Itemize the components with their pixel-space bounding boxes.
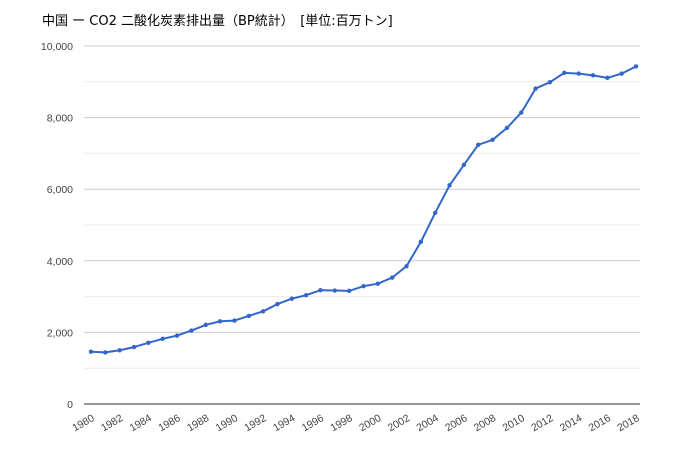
data-point (562, 70, 567, 76)
x-tick-label: 1984 (128, 412, 154, 434)
x-tick-label: 1980 (70, 412, 96, 434)
data-point (404, 263, 409, 269)
data-point (605, 75, 610, 81)
data-point (490, 137, 495, 142)
data-point (447, 183, 452, 188)
data-point (332, 288, 338, 293)
series-layer (88, 64, 639, 355)
x-axis-tick-labels: 1980 1982 1984 1986 1988 1990 1992 1994 1996 1998… (70, 412, 641, 434)
y-tick-label: 0 (67, 399, 73, 411)
data-point (389, 275, 395, 280)
x-tick-label: 1992 (242, 412, 268, 434)
y-tick-label: 10,000 (41, 41, 73, 53)
data-point (303, 292, 309, 298)
data-point (346, 288, 352, 294)
data-point (217, 319, 223, 324)
data-point (117, 348, 122, 353)
series-line (90, 65, 637, 354)
data-point (88, 349, 94, 354)
data-point (547, 79, 553, 85)
x-tick-label: 1996 (300, 412, 326, 434)
data-point (361, 284, 366, 289)
data-point (576, 71, 581, 76)
data-point (590, 73, 596, 78)
y-tick-label: 2,000 (47, 327, 73, 339)
x-tick-label: 1998 (328, 412, 354, 434)
data-point (189, 328, 194, 333)
data-point (504, 125, 510, 131)
data-point (146, 340, 151, 345)
x-tick-label: 2002 (386, 412, 412, 434)
data-point (461, 162, 467, 168)
data-point (375, 281, 381, 286)
data-point (275, 301, 280, 307)
grid-lines (84, 45, 640, 369)
data-point (619, 71, 624, 76)
data-point (232, 318, 237, 323)
data-point (260, 309, 266, 314)
y-axis-tick-labels: 0 2,000 4,000 6,000 8,000 10,000 (41, 41, 73, 411)
data-point (103, 350, 108, 355)
data-point (418, 239, 424, 245)
chart-title: 中国 ー CO2 二酸化炭素排出量（BP統計） [単位:百万トン] (42, 14, 393, 29)
data-point (131, 344, 137, 350)
x-tick-label: 1990 (214, 412, 240, 434)
data-point (433, 210, 438, 216)
data-point (476, 142, 481, 148)
data-point (533, 86, 538, 91)
data-point (246, 313, 251, 319)
y-tick-label: 8,000 (47, 113, 73, 125)
x-tick-label: 1982 (99, 412, 125, 434)
x-tick-label: 1994 (271, 412, 297, 434)
y-tick-label: 4,000 (47, 256, 73, 268)
x-tick-label: 2012 (529, 412, 555, 434)
data-point (289, 296, 294, 301)
y-tick-label: 6,000 (47, 184, 73, 196)
x-tick-label: 1988 (185, 412, 211, 434)
x-tick-label: 2004 (414, 412, 440, 434)
x-tick-label: 2010 (501, 412, 527, 434)
x-tick-label: 2016 (587, 412, 613, 434)
x-tick-label: 2006 (443, 412, 469, 434)
data-point (174, 333, 180, 338)
x-tick-label: 2014 (558, 412, 584, 434)
data-point (160, 336, 165, 342)
x-tick-label: 1986 (156, 412, 182, 434)
data-point (203, 322, 208, 328)
data-point (633, 64, 639, 69)
x-tick-label: 2000 (357, 412, 383, 434)
x-tick-label: 2018 (615, 412, 641, 434)
data-point (519, 110, 524, 115)
data-point (318, 287, 323, 293)
x-tick-label: 2008 (472, 412, 498, 434)
